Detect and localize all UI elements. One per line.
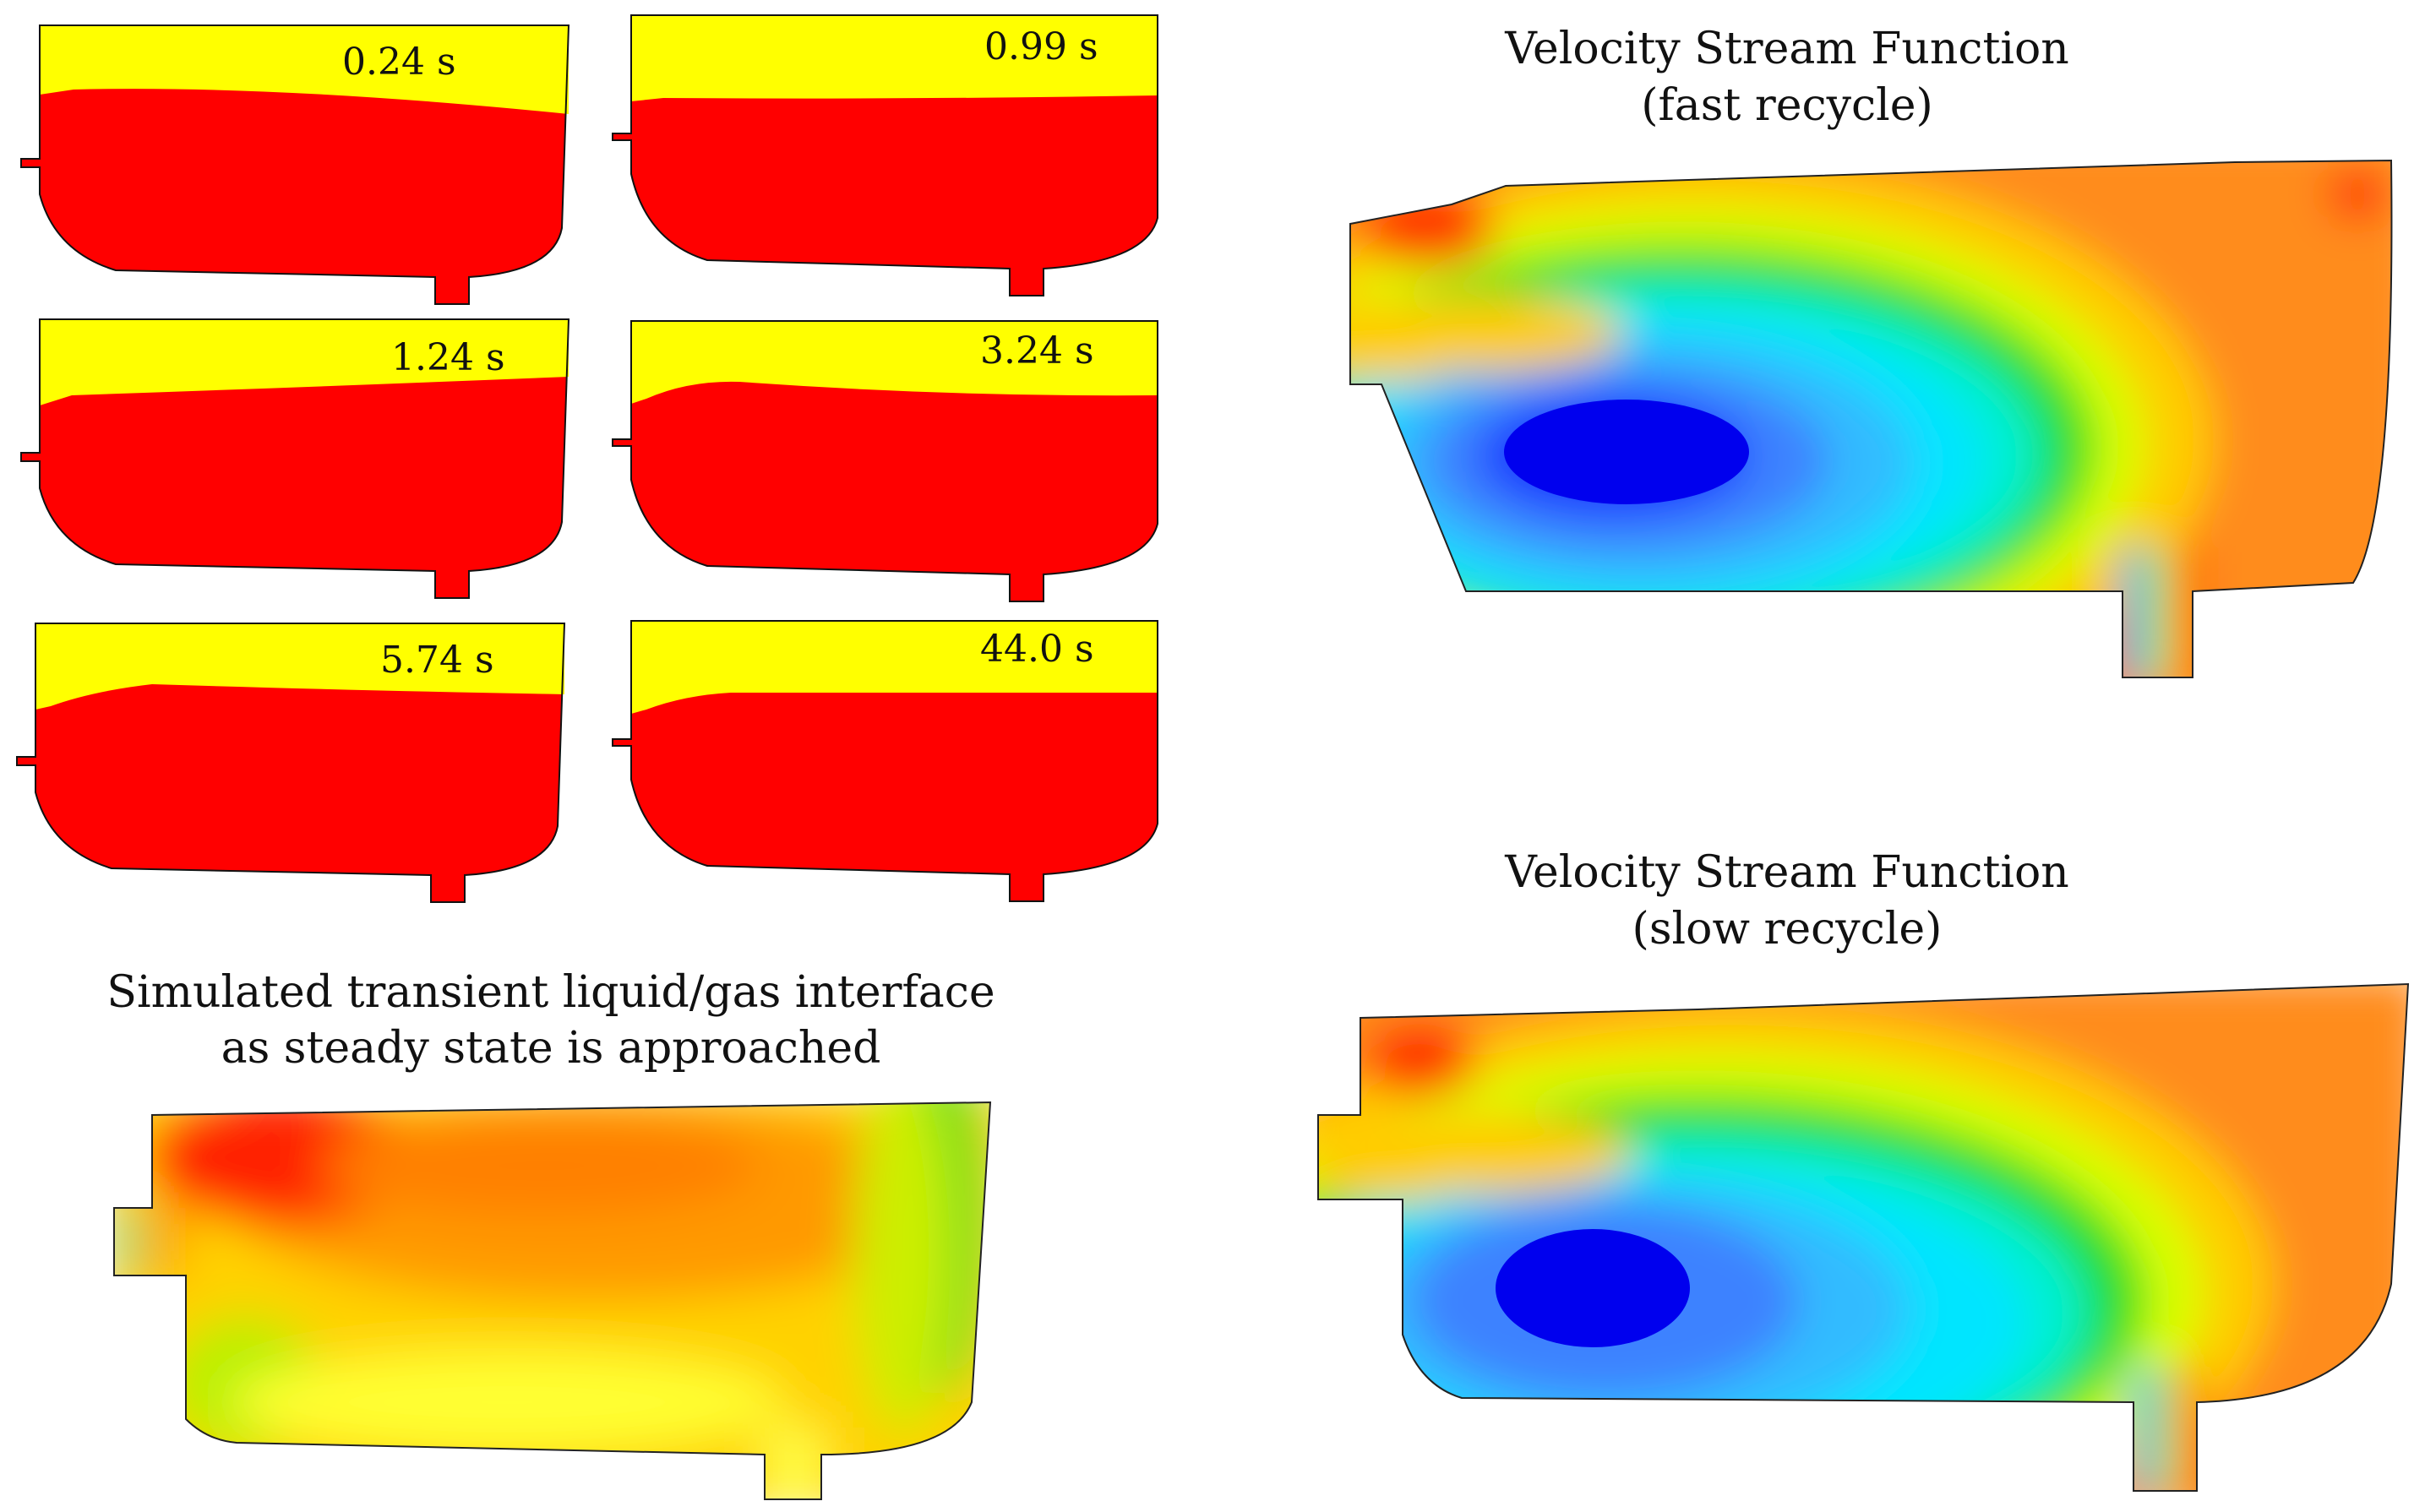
fast-recycle-title-line1: Velocity Stream Function [1504, 24, 2069, 74]
fast-recycle-contour [1349, 159, 2393, 678]
slow-recycle-contour [1317, 982, 2410, 1492]
time-label-5: 5.74 s [380, 639, 494, 682]
slow-recycle-title: Velocity Stream Function (slow recycle) [1504, 847, 2069, 955]
fast-recycle-title-line2: (fast recycle) [1641, 80, 1933, 131]
time-label-3: 1.24 s [391, 336, 505, 379]
interface-contour [113, 1101, 992, 1500]
time-label-1: 0.24 s [342, 41, 456, 84]
transient-panel-1: 0.24 s [20, 24, 569, 305]
transient-panel-6: 44.0 s [612, 620, 1158, 902]
time-label-4: 3.24 s [980, 329, 1094, 373]
transient-caption-line1: Simulated transient liquid/gas interface [106, 967, 995, 1018]
transient-caption: Simulated transient liquid/gas interface… [106, 967, 995, 1074]
transient-panel-5: 5.74 s [16, 623, 565, 903]
fast-recycle-title: Velocity Stream Function (fast recycle) [1504, 24, 2069, 131]
slow-recycle-title-line1: Velocity Stream Function [1504, 847, 2069, 898]
slow-recycle-title-line2: (slow recycle) [1632, 904, 1943, 955]
transient-panel-3: 1.24 s [20, 318, 569, 599]
time-label-6: 44.0 s [980, 628, 1094, 671]
transient-caption-line2: as steady state is approached [221, 1023, 881, 1074]
time-label-2: 0.99 s [984, 25, 1098, 68]
transient-panel-4: 3.24 s [612, 320, 1158, 602]
transient-panel-2: 0.99 s [612, 14, 1158, 296]
